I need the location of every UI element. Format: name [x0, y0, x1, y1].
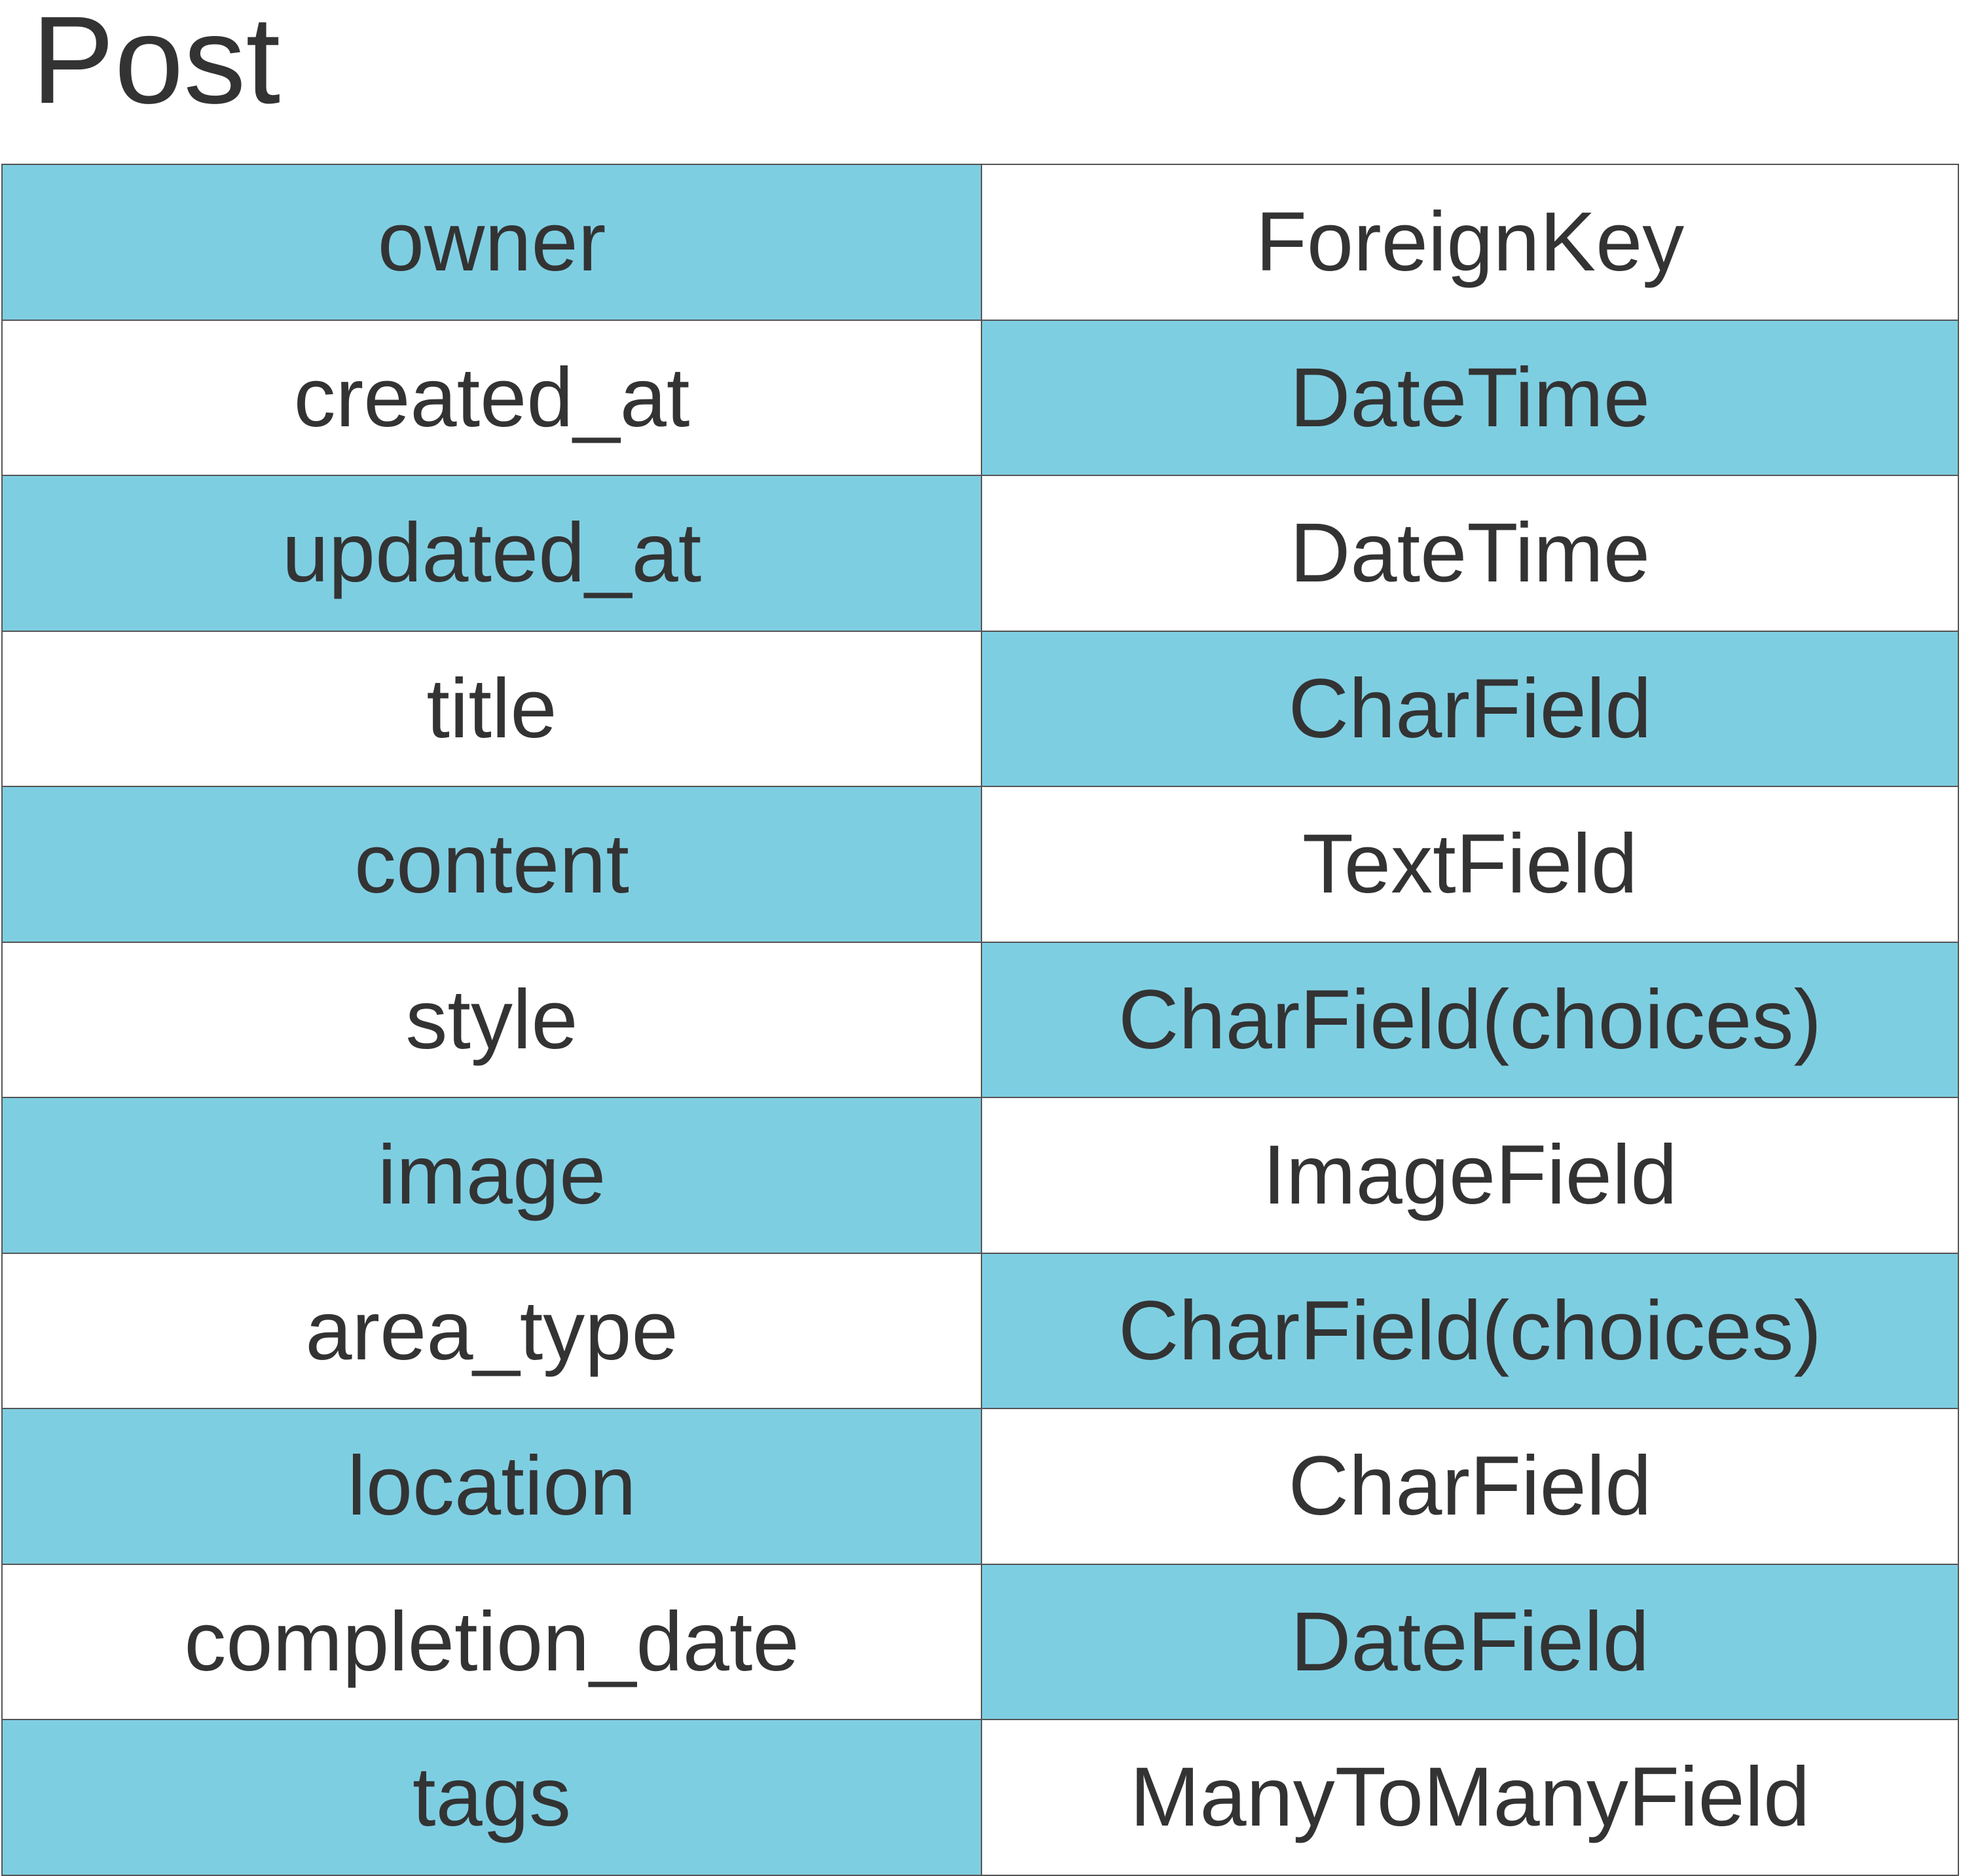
- table-row: tags ManyToManyField: [3, 1720, 1959, 1876]
- model-title: Post: [31, 0, 281, 130]
- field-table: owner ForeignKey created_at DateTime upd…: [1, 164, 1959, 1876]
- table-row: area_type CharField(choices): [3, 1253, 1959, 1409]
- field-type-cell: ManyToManyField: [982, 1720, 1959, 1876]
- table-row: completion_date DateField: [3, 1564, 1959, 1720]
- field-name-cell: title: [3, 631, 982, 787]
- field-name-cell: image: [3, 1098, 982, 1254]
- field-name-cell: area_type: [3, 1253, 982, 1409]
- field-name-cell: content: [3, 787, 982, 943]
- field-name-cell: completion_date: [3, 1564, 982, 1720]
- table-row: style CharField(choices): [3, 942, 1959, 1098]
- table-row: image ImageField: [3, 1098, 1959, 1254]
- field-type-cell: ImageField: [982, 1098, 1959, 1254]
- table-row: content TextField: [3, 787, 1959, 943]
- field-name-cell: owner: [3, 165, 982, 321]
- field-type-cell: ForeignKey: [982, 165, 1959, 321]
- field-type-cell: DateTime: [982, 320, 1959, 476]
- table-row: owner ForeignKey: [3, 165, 1959, 321]
- field-type-cell: TextField: [982, 787, 1959, 943]
- field-name-cell: location: [3, 1409, 982, 1565]
- field-type-cell: CharField(choices): [982, 942, 1959, 1098]
- table-row: location CharField: [3, 1409, 1959, 1565]
- field-name-cell: updated_at: [3, 476, 982, 632]
- table-row: updated_at DateTime: [3, 476, 1959, 632]
- table-row: title CharField: [3, 631, 1959, 787]
- field-type-cell: CharField(choices): [982, 1253, 1959, 1409]
- field-type-cell: DateTime: [982, 476, 1959, 632]
- field-type-cell: CharField: [982, 631, 1959, 787]
- field-name-cell: created_at: [3, 320, 982, 476]
- field-name-cell: tags: [3, 1720, 982, 1876]
- field-type-cell: DateField: [982, 1564, 1959, 1720]
- table-row: created_at DateTime: [3, 320, 1959, 476]
- field-name-cell: style: [3, 942, 982, 1098]
- field-type-cell: CharField: [982, 1409, 1959, 1565]
